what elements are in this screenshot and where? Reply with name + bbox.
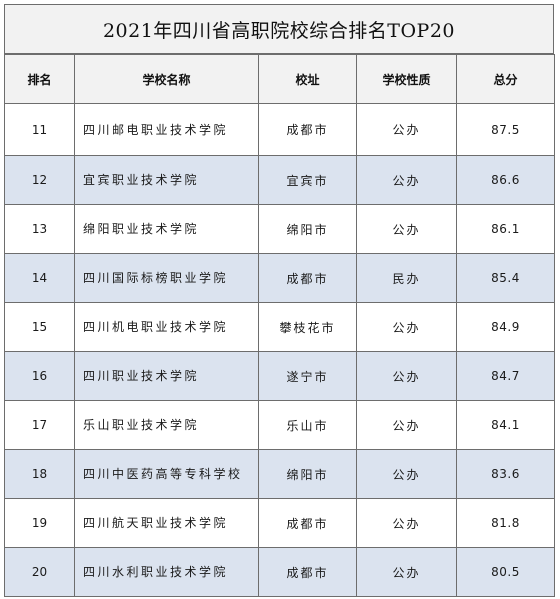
table-row: 20 四川水利职业技术学院 成都市 公办 80.5: [4, 547, 555, 597]
cell-rank: 16: [4, 351, 75, 401]
cell-school: 四川中医药高等专科学校: [74, 449, 259, 499]
cell-type: 公办: [356, 155, 457, 205]
cell-school: 四川国际标榜职业学院: [74, 253, 259, 303]
table-row: 13 绵阳职业技术学院 绵阳市 公办 86.1: [4, 204, 555, 254]
table-title: 2021年四川省高职院校综合排名TOP20: [102, 19, 456, 42]
cell-score: 80.5: [456, 547, 555, 597]
table-row: 18 四川中医药高等专科学校 绵阳市 公办 83.6: [4, 449, 555, 499]
cell-school: 绵阳职业技术学院: [74, 204, 259, 254]
cell-location: 乐山市: [258, 400, 357, 450]
cell-rank: 19: [4, 498, 75, 548]
cell-type: 公办: [356, 449, 457, 499]
cell-location: 宜宾市: [258, 155, 357, 205]
header-type: 学校性质: [356, 54, 457, 104]
cell-score: 85.4: [456, 253, 555, 303]
cell-rank: 11: [4, 103, 75, 156]
cell-type: 公办: [356, 400, 457, 450]
cell-score: 86.1: [456, 204, 555, 254]
cell-score: 81.8: [456, 498, 555, 548]
table-row: 12 宜宾职业技术学院 宜宾市 公办 86.6: [4, 155, 555, 205]
cell-location: 绵阳市: [258, 449, 357, 499]
table-title-bar: 2021年四川省高职院校综合排名TOP20: [4, 4, 554, 54]
header-score: 总分: [456, 54, 555, 104]
cell-location: 攀枝花市: [258, 302, 357, 352]
cell-type: 公办: [356, 204, 457, 254]
header-row: 排名 学校名称 校址 学校性质 总分: [4, 54, 555, 104]
header-school: 学校名称: [74, 54, 259, 104]
cell-rank: 15: [4, 302, 75, 352]
cell-location: 成都市: [258, 498, 357, 548]
cell-score: 86.6: [456, 155, 555, 205]
cell-rank: 20: [4, 547, 75, 597]
cell-location: 绵阳市: [258, 204, 357, 254]
cell-type: 公办: [356, 498, 457, 548]
cell-rank: 12: [4, 155, 75, 205]
header-location: 校址: [258, 54, 357, 104]
cell-school: 四川水利职业技术学院: [74, 547, 259, 597]
cell-rank: 14: [4, 253, 75, 303]
table-row: 17 乐山职业技术学院 乐山市 公办 84.1: [4, 400, 555, 450]
cell-type: 公办: [356, 547, 457, 597]
table-row: 15 四川机电职业技术学院 攀枝花市 公办 84.9: [4, 302, 555, 352]
cell-score: 84.1: [456, 400, 555, 450]
ranking-table: 排名 学校名称 校址 学校性质 总分 11 四川邮电职业技术学院 成都市 公办 …: [4, 54, 555, 597]
cell-rank: 17: [4, 400, 75, 450]
table-row: 11 四川邮电职业技术学院 成都市 公办 87.5: [4, 103, 555, 156]
cell-type: 公办: [356, 103, 457, 156]
cell-school: 四川邮电职业技术学院: [74, 103, 259, 156]
cell-school: 四川航天职业技术学院: [74, 498, 259, 548]
cell-score: 84.9: [456, 302, 555, 352]
cell-location: 成都市: [258, 253, 357, 303]
cell-score: 87.5: [456, 103, 555, 156]
cell-school: 宜宾职业技术学院: [74, 155, 259, 205]
cell-score: 84.7: [456, 351, 555, 401]
cell-location: 成都市: [258, 103, 357, 156]
cell-school: 四川职业技术学院: [74, 351, 259, 401]
cell-school: 乐山职业技术学院: [74, 400, 259, 450]
table-row: 14 四川国际标榜职业学院 成都市 民办 85.4: [4, 253, 555, 303]
cell-rank: 18: [4, 449, 75, 499]
cell-location: 遂宁市: [258, 351, 357, 401]
cell-type: 公办: [356, 351, 457, 401]
cell-score: 83.6: [456, 449, 555, 499]
cell-school: 四川机电职业技术学院: [74, 302, 259, 352]
cell-location: 成都市: [258, 547, 357, 597]
cell-type: 公办: [356, 302, 457, 352]
table-row: 16 四川职业技术学院 遂宁市 公办 84.7: [4, 351, 555, 401]
cell-type: 民办: [356, 253, 457, 303]
cell-rank: 13: [4, 204, 75, 254]
table-row: 19 四川航天职业技术学院 成都市 公办 81.8: [4, 498, 555, 548]
header-rank: 排名: [4, 54, 75, 104]
